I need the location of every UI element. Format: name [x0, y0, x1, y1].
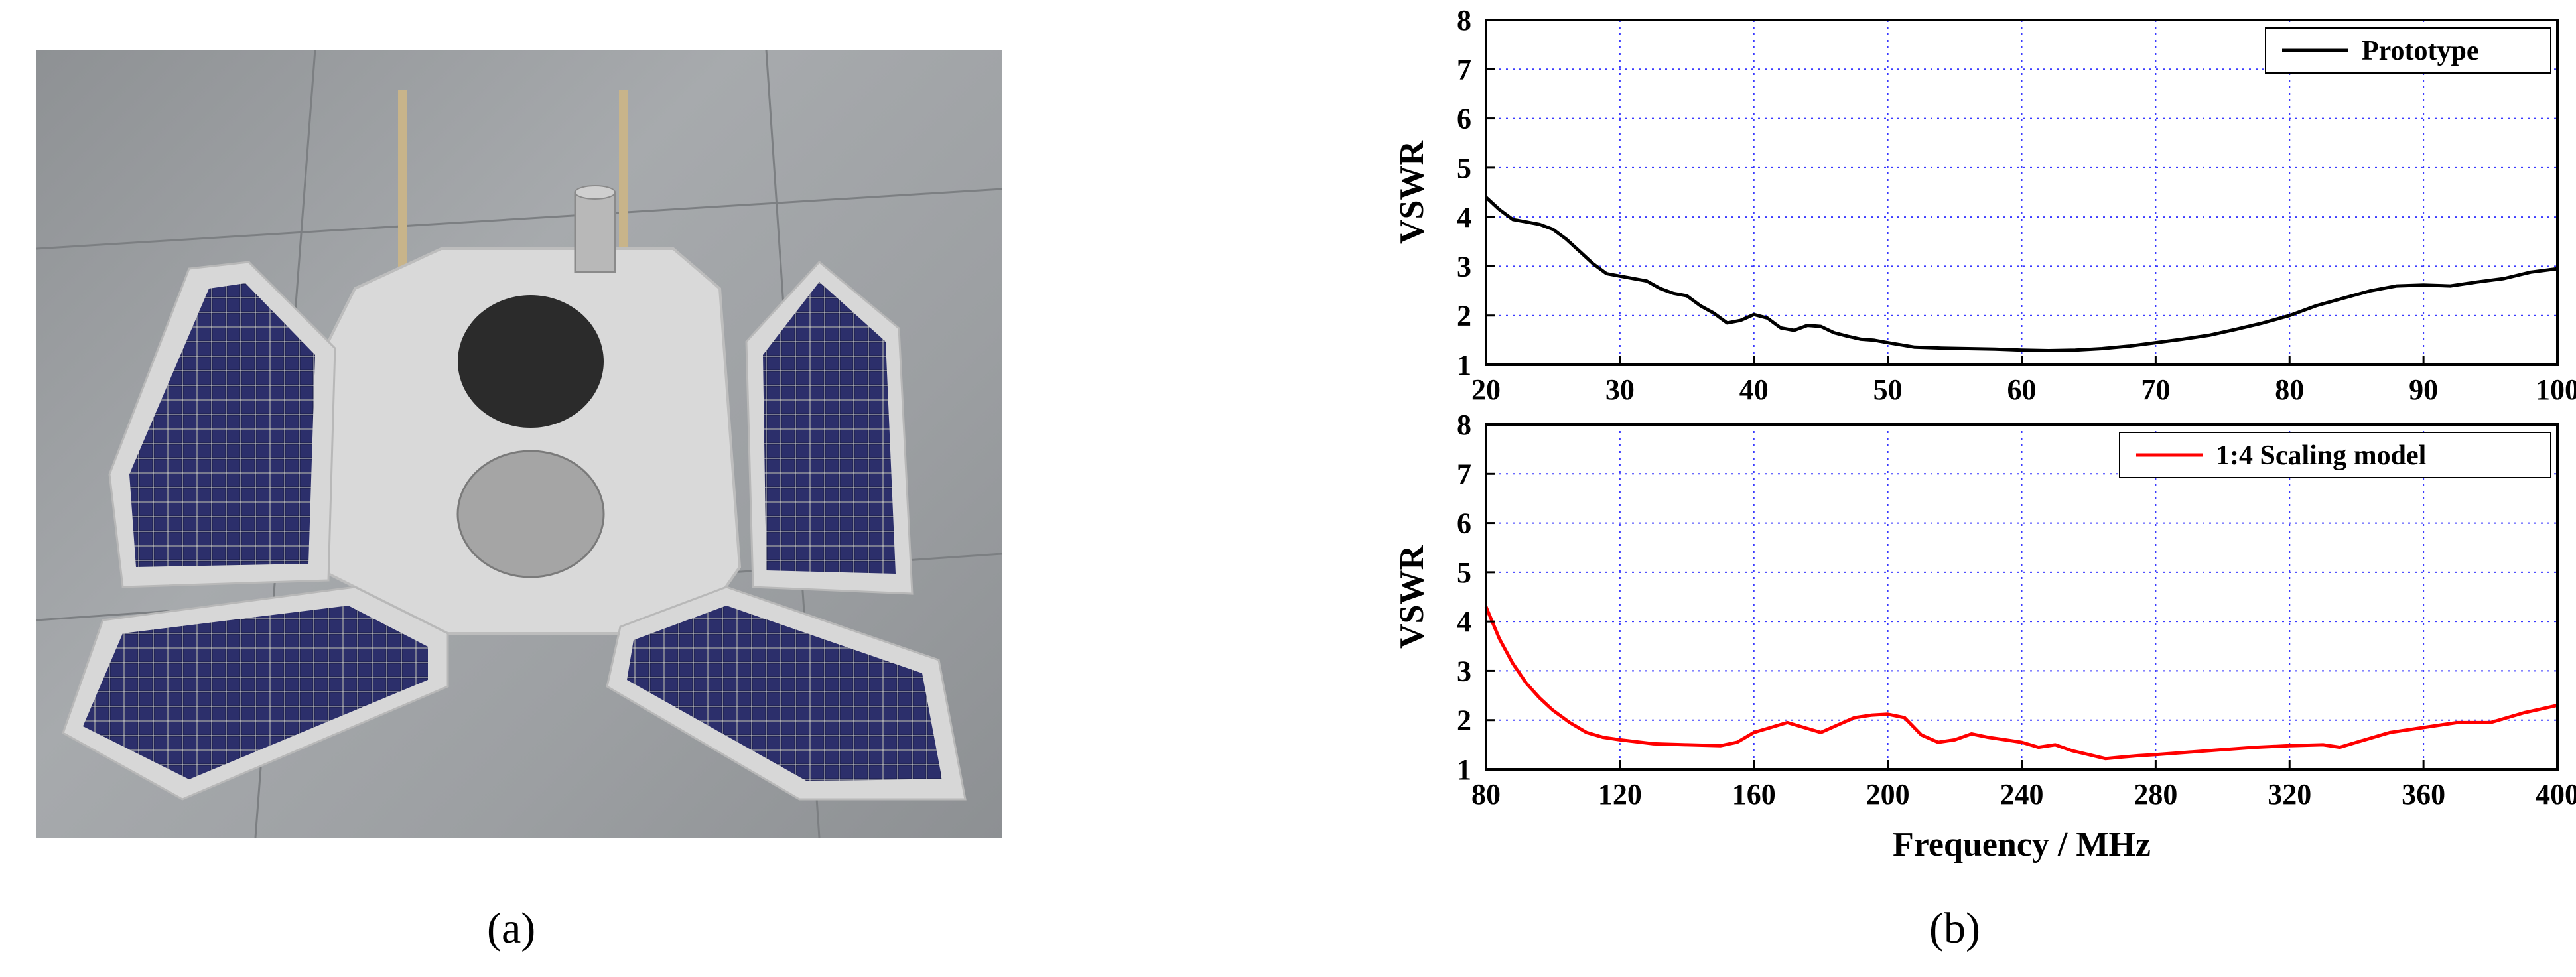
vswr-charts: 20 30 40 50 60 70 80 90 100 1 2 3 4 5 6 7 8 VSWR Prototype…: [1393, 4, 2576, 864]
y-tick-label: 1: [1457, 349, 1471, 381]
scaling-model-chart: 80 120 160 200 240 280 320 360 400 1 2 3 4 5 6 7 8 VSWR Fr…: [1393, 409, 2576, 864]
y-tick-label: 8: [1457, 409, 1471, 441]
x-tick-label: 80: [2275, 373, 2304, 406]
x-tick-label: 60: [2007, 373, 2037, 406]
x-tick-label: 240: [2000, 778, 2044, 811]
x-tick-label: 50: [1873, 373, 1903, 406]
x-tick-label: 30: [1605, 373, 1635, 406]
x-tick-label: 80: [1471, 778, 1501, 811]
y-tick-label: 5: [1457, 152, 1471, 184]
y-tick-label: 6: [1457, 507, 1471, 540]
panel-label-a: (a): [487, 904, 536, 952]
y-tick-label: 2: [1457, 704, 1471, 737]
y-tick-label: 4: [1457, 201, 1471, 233]
series-line-0: [1485, 196, 2558, 352]
x-tick-label: 120: [1598, 778, 1642, 811]
x-tick-label: 100: [2536, 373, 2576, 406]
x-tick-label: 40: [1739, 373, 1769, 406]
y-tick-label: 1: [1457, 753, 1471, 786]
x-tick-label: 20: [1471, 373, 1501, 406]
y-tick-label: 3: [1457, 655, 1471, 687]
y-axis-title: VSWR: [1393, 545, 1431, 649]
x-tick-label: 280: [2134, 778, 2177, 811]
x-tick-label: 360: [2402, 778, 2445, 811]
legend-label: 1:4 Scaling model: [2216, 440, 2426, 471]
x-axis-title: Frequency / MHz: [1893, 826, 2151, 864]
satellite-photo: [36, 49, 1002, 838]
y-tick-label: 8: [1457, 4, 1471, 36]
x-tick-label: 200: [1866, 778, 1910, 811]
x-tick-label: 320: [2268, 778, 2311, 811]
y-tick-label: 2: [1457, 300, 1471, 332]
y-tick-label: 4: [1457, 606, 1471, 638]
prototype-chart: 20 30 40 50 60 70 80 90 100 1 2 3 4 5 6 7 8 VSWR Prototype: [1393, 4, 2576, 406]
panel-label-b: (b): [1929, 904, 1980, 952]
x-tick-label: 160: [1732, 778, 1776, 811]
x-tick-label: 400: [2536, 778, 2576, 811]
y-tick-label: 6: [1457, 103, 1471, 135]
legend-label: Prototype: [2362, 36, 2479, 66]
y-tick-label: 3: [1457, 250, 1471, 283]
y-tick-label: 7: [1457, 458, 1471, 490]
y-axis-title: VSWR: [1393, 140, 1431, 244]
y-tick-label: 5: [1457, 556, 1471, 589]
satellite-solar-panel-antenna-icon: [36, 49, 1002, 838]
series-line-1: [1484, 606, 2558, 761]
y-tick-label: 7: [1457, 53, 1471, 86]
x-tick-label: 70: [2141, 373, 2170, 406]
x-tick-label: 90: [2409, 373, 2438, 406]
